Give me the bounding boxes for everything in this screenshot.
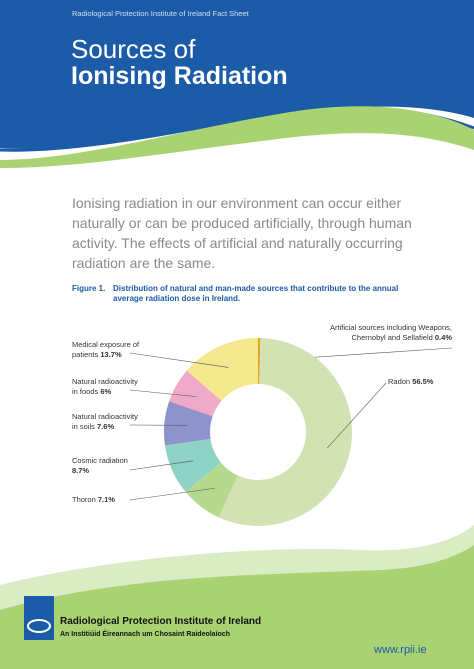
pie-slice (164, 401, 213, 446)
slice-value: 7.6% (97, 422, 115, 431)
title-line: Sources of (71, 34, 196, 64)
org-irish: An Institiúid Éireannach um Chosaint Rai… (60, 631, 230, 638)
figure-caption: Distribution of natural and man-made sou… (113, 284, 399, 303)
slice-name: Natural radioactivity in foods (72, 377, 138, 396)
slice-name: Radon (388, 377, 411, 386)
slice-label: Cosmic radiation 8.7% (72, 456, 142, 476)
slice-name: Natural radioactivity in soils (72, 412, 138, 431)
url[interactable]: www.rpii.ie (374, 644, 427, 656)
slice-name: Artificial sources including Weapons, Ch… (329, 323, 452, 342)
slice-label: Natural radioactivity in foods 6% (72, 377, 142, 397)
slice-label: Radon 56.5% (388, 377, 458, 387)
slice-name: Thoron (72, 495, 96, 504)
leader-line (129, 352, 229, 368)
pie-slice (169, 370, 222, 417)
leader-line (129, 487, 215, 501)
slice-value: 8.7% (72, 466, 90, 475)
slice-label: Artificial sources including Weapons, Ch… (300, 323, 452, 343)
slice-name: Medical exposure of patients (72, 340, 140, 359)
leader-line (326, 382, 387, 449)
pie-slice (186, 338, 258, 401)
intro: Ionising radiation in our environment ca… (72, 195, 412, 271)
pie-slice (164, 438, 222, 492)
slice-value: 6% (100, 387, 112, 396)
kicker: Radiological Protection Institute of Ire… (72, 9, 249, 18)
org-name: Radiological Protection Institute of Ire… (60, 616, 262, 627)
slice-value: 13.7% (100, 350, 122, 359)
slice-value: 56.5% (412, 377, 434, 386)
slice-value: 0.4% (434, 333, 452, 342)
slice-value: 7.1% (97, 495, 115, 504)
leader-line (129, 389, 197, 397)
leader-line (129, 460, 194, 471)
pie-slice (185, 462, 238, 518)
figure-label: Figure 1. (72, 284, 106, 293)
slice-label: Natural radioactivity in soils 7.6% (72, 412, 142, 432)
slice-label: Thoron 7.1% (72, 495, 142, 505)
title-line: Ionising Radiation (71, 62, 288, 90)
slice-name: Cosmic radiation (72, 456, 128, 465)
slice-label: Medical exposure of patients 13.7% (72, 340, 142, 360)
pie-slice (218, 338, 353, 526)
